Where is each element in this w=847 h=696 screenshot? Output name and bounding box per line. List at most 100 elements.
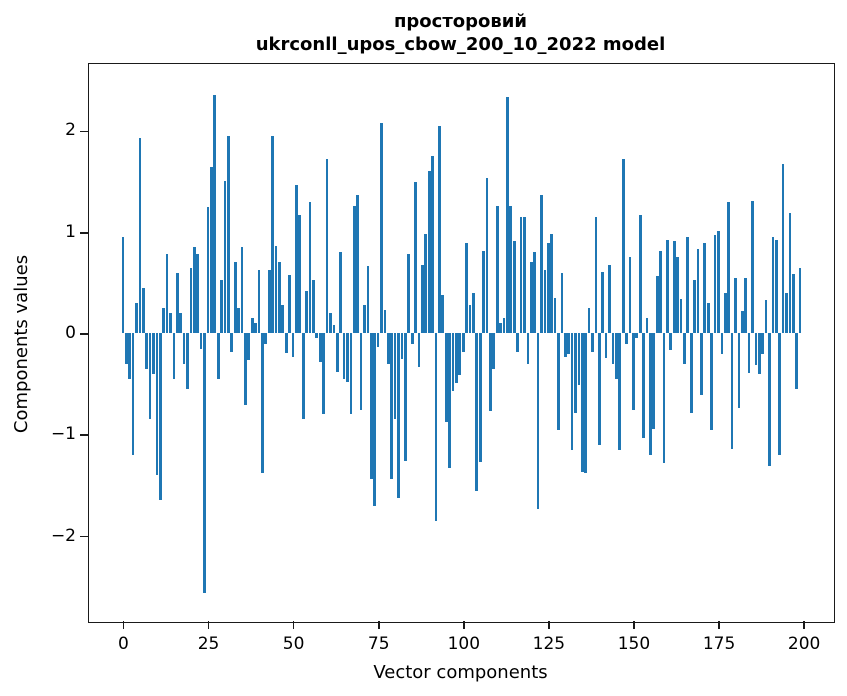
bar [720, 333, 724, 354]
bar [376, 333, 380, 347]
bar [546, 243, 550, 334]
bar [366, 265, 370, 334]
bar [560, 272, 564, 334]
bar [499, 323, 502, 334]
bar [162, 308, 166, 334]
bar [594, 216, 598, 334]
bar [288, 274, 291, 334]
bar [472, 292, 475, 334]
bar [580, 333, 584, 473]
bar [679, 298, 683, 334]
bar [284, 333, 288, 353]
bar [485, 178, 489, 334]
bar [172, 333, 176, 379]
bar [621, 159, 625, 334]
y-tick-label: 2 [65, 120, 76, 141]
x-tick-mark [207, 621, 210, 629]
bar [489, 333, 492, 412]
bar [383, 310, 387, 334]
bar [635, 333, 639, 339]
bar [158, 333, 162, 501]
bar [138, 137, 142, 334]
bar [506, 97, 509, 334]
x-tick-label: 0 [118, 634, 129, 654]
y-tick-label: 1 [65, 221, 76, 242]
bar [676, 257, 679, 334]
bar [550, 234, 554, 334]
bar [713, 235, 717, 334]
bar [298, 214, 302, 334]
bar [754, 333, 758, 365]
bar [689, 333, 693, 414]
bar [438, 125, 441, 334]
bar [206, 206, 210, 334]
x-tick-label: 100 [447, 634, 481, 654]
y-tick-mark [80, 333, 88, 335]
bar [703, 243, 707, 334]
chart-title: просторовий ukrconll_upos_cbow_200_10_20… [88, 10, 833, 56]
bar [424, 234, 428, 334]
bar [744, 277, 748, 334]
bar [723, 292, 727, 334]
bar [512, 241, 516, 334]
bar [261, 333, 264, 474]
bar [751, 200, 754, 334]
bar [373, 333, 377, 506]
bar [492, 333, 496, 369]
bar [254, 323, 257, 334]
bar [196, 254, 200, 334]
bar [574, 333, 577, 414]
bar [148, 333, 152, 420]
bar [655, 275, 659, 334]
bar [444, 333, 448, 423]
x-tick-mark [292, 621, 295, 629]
bar [339, 252, 343, 334]
bar [628, 257, 632, 334]
x-tick-mark [463, 621, 465, 629]
bar [257, 269, 261, 334]
bar [696, 249, 700, 334]
bar [570, 333, 574, 450]
bar [761, 333, 765, 354]
y-tick-mark [80, 130, 88, 133]
bar [740, 311, 744, 334]
plot-area [88, 63, 835, 623]
x-tick-label: 200 [787, 634, 821, 654]
bar [295, 184, 298, 334]
bar [165, 254, 169, 334]
bar [519, 216, 523, 334]
y-axis-label: Components values [11, 254, 32, 434]
bar [529, 262, 533, 334]
bar [278, 262, 281, 334]
bar [332, 325, 336, 334]
bar [795, 333, 799, 390]
bar [557, 333, 560, 430]
x-axis-label: Vector components [373, 662, 548, 683]
bar [730, 333, 734, 449]
bar [155, 333, 159, 476]
bar [291, 333, 295, 357]
x-tick-mark [548, 621, 550, 629]
bar [244, 333, 247, 406]
bar [213, 95, 217, 334]
bar [121, 237, 125, 334]
bar [597, 333, 601, 445]
bar [131, 333, 135, 455]
bar [209, 167, 213, 334]
bar [301, 333, 305, 420]
bar [543, 269, 547, 334]
bar [335, 333, 339, 372]
bar [325, 159, 329, 334]
bar [652, 333, 656, 429]
bar [601, 271, 605, 334]
bar [455, 333, 458, 383]
bar [693, 279, 696, 334]
bar [274, 246, 278, 334]
bar [757, 333, 761, 374]
bar [227, 135, 230, 334]
bar [642, 333, 645, 438]
bar [223, 181, 227, 334]
bar [237, 308, 240, 334]
bar [536, 333, 540, 509]
bar [448, 333, 451, 469]
